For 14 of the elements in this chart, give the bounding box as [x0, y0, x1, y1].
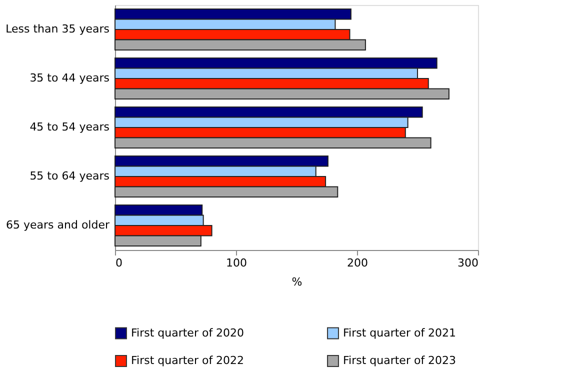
x-tick-label: 0 — [116, 256, 122, 270]
legend-label: First quarter of 2021 — [343, 326, 456, 340]
x-tick-label: 100 — [226, 256, 247, 270]
y-tick-label: 65 years and older — [6, 218, 110, 232]
y-tick-label: Less than 35 years — [6, 22, 110, 36]
legend-label: First quarter of 2022 — [131, 354, 244, 367]
x-tick-label: 300 — [458, 256, 478, 270]
x-tick-label: 200 — [347, 256, 368, 270]
legend-label: First quarter of 2020 — [131, 326, 244, 340]
y-tick-label: 55 to 64 years — [30, 170, 110, 182]
legend-label: First quarter of 2023 — [343, 354, 456, 367]
y-tick-label: 35 to 44 years — [30, 72, 110, 84]
y-tick-label: 45 to 54 years — [30, 120, 110, 134]
x-axis-title: % — [292, 276, 302, 288]
